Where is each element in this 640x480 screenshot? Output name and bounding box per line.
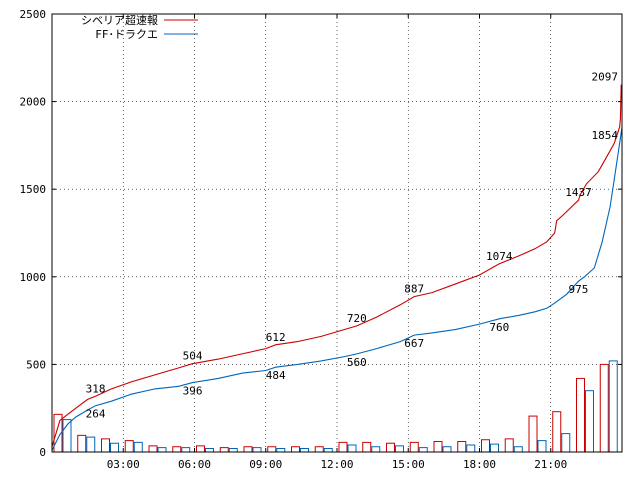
hourly-bar: [395, 445, 404, 453]
x-tick-label: 03:00: [107, 458, 140, 471]
hourly-bar: [77, 434, 87, 453]
hourly-bar: [243, 446, 253, 453]
hourly-bar: [513, 446, 523, 453]
data-label: 1437: [565, 186, 592, 199]
hourly-bar: [490, 443, 499, 453]
hourly-bar: [338, 441, 348, 453]
data-label: 667: [404, 337, 424, 350]
hourly-bar: [576, 377, 585, 453]
hourly-bar: [481, 439, 490, 453]
data-label: 560: [347, 356, 367, 369]
hourly-bar: [300, 447, 309, 453]
hourly-bar: [608, 360, 618, 453]
hourly-bar: [347, 444, 357, 453]
hourly-bar: [561, 433, 571, 453]
y-tick-label: 2000: [20, 96, 47, 109]
hourly-bar: [552, 411, 562, 453]
hourly-bar: [86, 436, 96, 453]
hourly-bar: [101, 438, 110, 453]
x-tick-label: 18:00: [463, 458, 496, 471]
hourly-bar: [228, 447, 238, 453]
data-label: 264: [86, 408, 106, 421]
data-label: 396: [183, 385, 203, 398]
hourly-bar: [585, 390, 594, 453]
hourly-bar: [442, 446, 452, 453]
y-tick-label: 0: [39, 446, 46, 459]
x-tick-label: 21:00: [534, 458, 567, 471]
y-tick-label: 1500: [20, 183, 47, 196]
data-label: 760: [489, 321, 509, 334]
hourly-bar: [252, 447, 262, 453]
data-label: 504: [183, 350, 203, 363]
hourly-bar: [528, 415, 538, 453]
hourly-bar: [433, 440, 443, 453]
series-line-1: [51, 127, 623, 451]
hourly-bar: [157, 447, 167, 453]
hourly-bar: [181, 447, 191, 453]
x-tick-label: 06:00: [178, 458, 211, 471]
series-line-0: [51, 84, 622, 447]
hourly-bar: [323, 447, 333, 453]
hourly-bar: [219, 447, 229, 453]
series-lines: [51, 84, 623, 451]
data-label: 2097: [592, 71, 619, 84]
x-tick-label: 09:00: [249, 458, 282, 471]
hourly-bar: [386, 442, 395, 453]
legend: シベリア超速報 FF･ドラクエ: [81, 13, 198, 41]
bars: [53, 360, 618, 453]
hourly-bar: [205, 447, 214, 453]
hourly-bar: [196, 445, 205, 453]
data-label: 1074: [486, 250, 513, 263]
hourly-bar: [276, 447, 286, 453]
hourly-bar: [148, 445, 158, 453]
data-label: 612: [266, 331, 286, 344]
data-labels: 318 504 612 720 887 1074 1437 2097 264 396 484 560 6…: [86, 71, 619, 421]
hourly-bar: [291, 446, 300, 453]
hourly-bar: [267, 446, 277, 453]
hourly-bar: [409, 441, 419, 453]
data-label: 720: [347, 312, 367, 325]
data-label: 975: [569, 283, 589, 296]
data-label: 1854: [592, 129, 619, 142]
y-axis: 0 500 1000 1500 2000 2500: [20, 8, 622, 459]
x-axis: 03:00 06:00 09:00 12:00 15:00 18:00 21:00: [107, 14, 567, 471]
hourly-bar: [172, 446, 182, 453]
hourly-bar: [124, 440, 134, 453]
hourly-bar: [466, 444, 476, 453]
hourly-bar: [457, 440, 467, 453]
x-tick-label: 15:00: [392, 458, 425, 471]
y-tick-label: 500: [26, 358, 46, 371]
data-label: 887: [404, 283, 424, 296]
hourly-bar: [418, 447, 428, 453]
hourly-bar: [314, 446, 324, 453]
data-label: 484: [266, 369, 286, 382]
hourly-bar: [362, 441, 372, 453]
hourly-bar: [371, 446, 381, 453]
legend-label-ff: FF･ドラクエ: [95, 28, 158, 41]
hourly-bar: [110, 442, 119, 453]
legend-label-siberia: シベリア超速報: [81, 13, 158, 27]
y-tick-label: 2500: [20, 8, 47, 21]
data-label: 318: [86, 382, 106, 395]
hourly-bar: [133, 441, 143, 453]
y-tick-label: 1000: [20, 271, 47, 284]
x-tick-label: 12:00: [320, 458, 353, 471]
hourly-bar: [599, 363, 609, 453]
hourly-bar: [504, 438, 514, 453]
hourly-bar: [537, 440, 547, 453]
grid: [52, 14, 622, 452]
